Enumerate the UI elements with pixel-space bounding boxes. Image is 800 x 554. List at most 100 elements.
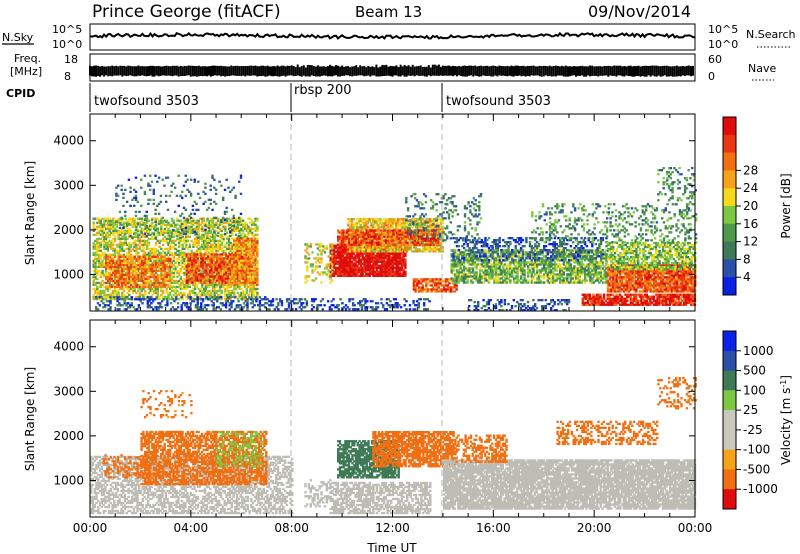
heatmap-cell [170,245,174,248]
heatmap-cell [143,174,147,177]
heatmap-cell [305,302,308,305]
heatmap-cell [172,289,175,293]
heatmap-cell [114,275,117,279]
heatmap-cell [106,277,110,281]
heatmap-cell [101,291,104,295]
heatmap-cell [239,212,243,215]
heatmap-cell [149,253,152,256]
heatmap-cell [95,306,98,309]
heatmap-cell [191,265,194,268]
heatmap-cell [103,243,106,246]
heatmap-cell [128,263,131,267]
heatmap-cell [149,188,152,191]
heatmap-cell [159,302,162,305]
heatmap-cell [135,279,138,283]
heatmap-cell [96,271,99,275]
heatmap-cell [219,257,222,260]
heatmap-cell [133,279,136,283]
heatmap-cell [240,249,243,252]
heatmap-cell [137,239,140,242]
heatmap-cell [159,304,162,307]
heatmap-cell [183,261,186,265]
heatmap-cell [122,283,126,287]
heatmap-cell [108,273,112,277]
heatmap-cell [210,283,213,287]
heatmap-cell [222,225,225,228]
heatmap-cell [97,297,101,301]
heatmap-cell [181,225,184,228]
heatmap-cell [110,223,113,226]
heatmap-cell [151,261,154,265]
heatmap-cell [94,265,97,269]
heatmap-cell [184,180,187,183]
heatmap-cell [240,287,243,291]
heatmap-cell [185,271,189,274]
heatmap-cell [144,261,147,265]
heatmap-cell [226,263,230,266]
heatmap-cell [117,245,120,248]
heatmap-cell [122,221,126,224]
heatmap-cell [226,221,229,224]
heatmap-cell [375,262,379,265]
heatmap-cell [154,223,158,226]
heatmap-cell [137,247,140,250]
heatmap-cell [212,265,215,268]
heatmap-cell [225,206,228,209]
heatmap-cell [172,293,175,297]
heatmap-cell [94,271,97,275]
heatmap-cell [163,285,167,289]
heatmap-cell [197,192,200,195]
heatmap-cell [192,259,196,262]
heatmap-cell [294,298,298,301]
heatmap-cell [112,225,115,228]
heatmap-cell [121,237,124,240]
heatmap-cell [243,247,246,250]
heatmap-cell [156,287,159,291]
heatmap-cell [182,206,186,209]
heatmap-cell [250,237,254,240]
heatmap-cell [124,259,128,262]
heatmap-cell [176,223,179,226]
heatmap-cell [105,263,108,267]
heatmap-cell [163,295,167,299]
heatmap-cell [153,247,156,250]
heatmap-cell [99,275,102,279]
heatmap-cell [186,230,189,234]
heatmap-cell [198,279,201,282]
heatmap-cell [156,217,159,220]
heatmap-cell [160,217,163,220]
heatmap-cell [233,296,237,299]
heatmap-cell [234,221,238,224]
heatmap-cell [170,275,174,279]
heatmap-cell [189,267,192,270]
heatmap-cell [185,239,188,242]
heatmap-cell [156,297,159,301]
heatmap-cell [174,253,177,256]
heatmap-cell [198,269,201,272]
heatmap-cell [142,247,145,250]
heatmap-cell [169,231,172,234]
heatmap-cell [181,251,184,254]
heatmap-cell [169,237,172,240]
heatmap-cell [133,245,136,248]
heatmap-cell [163,267,167,271]
heatmap-cell [130,304,133,307]
heatmap-cell [211,227,215,230]
nsearch-tick-low: 10^0 [708,38,738,51]
heatmap-cell [179,233,183,236]
heatmap-cell [201,227,204,230]
heatmap-cell [232,275,236,278]
heatmap-cell [247,247,250,250]
heatmap-cell [101,253,104,256]
heatmap-cell [217,263,221,266]
heatmap-cell [234,247,238,250]
heatmap-cell [128,293,131,297]
heatmap-cell [192,267,196,270]
heatmap-cell [149,285,152,289]
heatmap-cell [219,279,222,282]
heatmap-cell [229,285,232,289]
heatmap-cell [238,231,241,234]
heatmap-cell [128,245,131,248]
heatmap-cell [105,223,108,226]
heatmap-cell [158,265,161,269]
